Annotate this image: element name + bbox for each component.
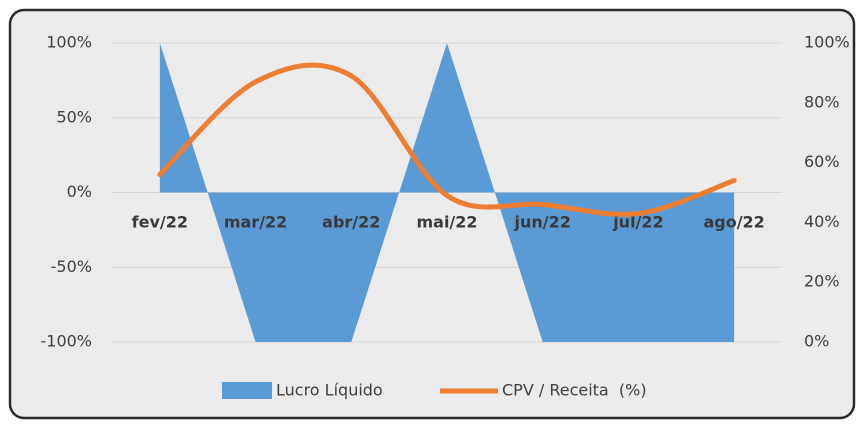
line [157, 62, 737, 217]
x-tick-label: mar/22 [224, 213, 287, 232]
legend-label: Lucro Líquido [276, 381, 383, 400]
x-tick-label: ago/22 [703, 213, 764, 232]
y-tick-label: -100% [40, 332, 92, 351]
y2-tick-label: 60% [804, 152, 840, 171]
y2-tick-label: 100% [804, 33, 850, 52]
y2-tick-label: 0% [804, 332, 829, 351]
y-tick-label: 50% [56, 107, 92, 126]
y2-tick-label: 80% [804, 92, 840, 111]
x-tick-label: fev/22 [132, 213, 188, 232]
y-tick-label: -50% [51, 257, 92, 276]
x-tick-label: mai/22 [416, 213, 477, 232]
y-tick-label: 0% [67, 182, 92, 201]
y2-tick-label: 40% [804, 212, 840, 231]
x-tick-label: abr/22 [322, 213, 380, 232]
legend-swatch [222, 382, 272, 399]
y2-tick-label: 20% [804, 272, 840, 291]
x-tick-label: jul/22 [612, 213, 663, 232]
legend-label: CPV / Receita (%) [502, 381, 647, 400]
x-tick-label: jun/22 [514, 213, 571, 232]
y-tick-label: 100% [46, 33, 92, 52]
